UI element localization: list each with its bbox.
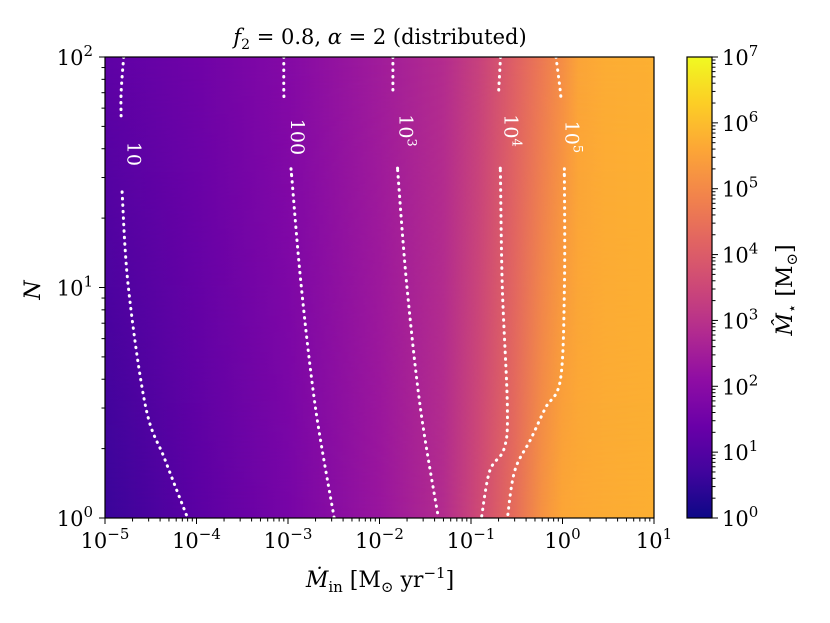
x-tick-label: 100 — [544, 525, 580, 553]
colorbar-tick-label: 100 — [722, 503, 758, 531]
contour-label-10000: 104 — [500, 114, 524, 146]
colorbar-tick-label: 106 — [722, 108, 758, 136]
y-axis-label: N — [21, 280, 46, 301]
colorbar-tick-label: 104 — [722, 240, 758, 268]
contour-label-10: 10 — [122, 142, 144, 166]
contour-label-100: 100 — [286, 119, 308, 155]
colorbar-tick-label: 103 — [722, 305, 758, 333]
colorbar-ticks: 100 101 102 103 104 105 106 107 — [712, 42, 758, 531]
colorbar-tick-label: 102 — [722, 371, 758, 399]
contour-line-10-lower — [120, 190, 190, 518]
x-tick-label: 10−3 — [264, 525, 313, 553]
colorbar-tick-label: 101 — [722, 437, 758, 465]
contour-line-100000-lower — [505, 167, 567, 518]
field-layer-high — [105, 57, 654, 518]
colorbar-label: M̂⋆ [M⊙] — [772, 244, 801, 336]
y-tick-label: 102 — [57, 42, 93, 70]
y-tick-label: 101 — [57, 273, 93, 301]
x-tick-label: 10−2 — [355, 525, 404, 553]
y-tick-label: 100 — [57, 503, 93, 531]
contour-label-1000: 103 — [394, 114, 418, 146]
heatmap-field — [105, 57, 654, 518]
x-tick-label: 10−1 — [447, 525, 496, 553]
contour-line-10-upper — [119, 57, 126, 118]
contour-line-1000-lower — [395, 164, 440, 518]
colorbar — [686, 56, 713, 519]
y-axis-ticks: 100 101 102 — [57, 42, 105, 531]
colorbar-tick-label: 107 — [722, 42, 758, 70]
contour-line-100-lower — [289, 167, 336, 518]
contour-labels: 10 100 103 104 105 — [122, 114, 584, 166]
x-tick-label: 101 — [636, 525, 672, 553]
contour-line-10000-lower — [479, 164, 509, 518]
x-tick-label: 10−5 — [81, 525, 130, 553]
x-axis-label: Ṁin [M⊙ yr−1] — [305, 564, 454, 596]
colorbar-tick-label: 105 — [722, 174, 758, 202]
contour-lines — [119, 57, 567, 518]
contour-label-100000: 105 — [561, 121, 585, 153]
chart-title: f2 = 0.8, α = 2 (distributed) — [231, 25, 526, 53]
x-tick-label: 10−4 — [172, 525, 221, 553]
x-axis-ticks: 10−5 10−4 10−3 10−2 10−1 100 101 — [81, 518, 672, 553]
contour-line-10000-upper — [497, 57, 502, 94]
